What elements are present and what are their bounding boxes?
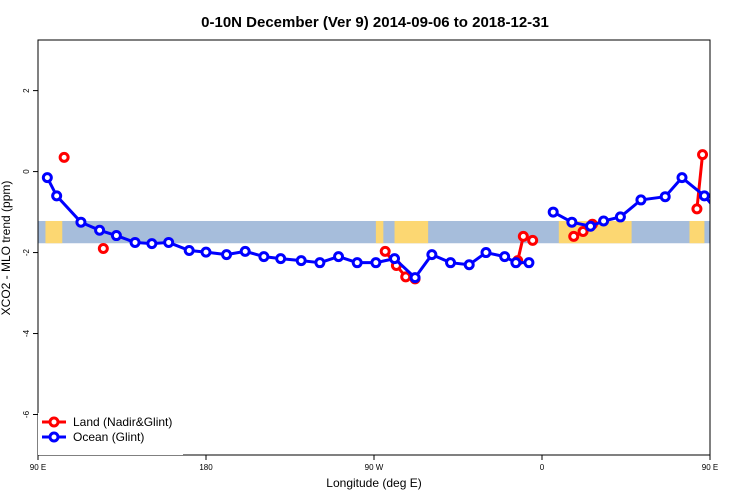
series-1-point-1-10 — [743, 226, 750, 234]
series-1-line-0 — [45, 176, 529, 280]
series-0-point-5-0 — [691, 203, 703, 215]
legend-marker-ocean — [48, 431, 60, 443]
x-tick-label-0: 90 E — [30, 463, 46, 472]
series-1-point-0-1 — [51, 190, 63, 202]
series-1-point-1-0 — [547, 206, 559, 218]
series-0-point-0-0 — [58, 151, 70, 163]
series-1-point-0-3 — [94, 224, 106, 236]
x-tick-label-3: 0 — [540, 463, 545, 472]
series-1-point-0-0 — [41, 172, 53, 184]
y-axis-ticks: 2 0 -2 -4 -6 — [22, 88, 38, 418]
series-1-point-0-8 — [183, 245, 195, 257]
series-0-line-5 — [695, 154, 705, 209]
series-0-point-4-0 — [568, 230, 580, 242]
map-band-land-4 — [689, 220, 705, 244]
legend-box — [38, 413, 183, 455]
map-band-land-0 — [45, 220, 63, 244]
series-0-point-4-1 — [577, 226, 589, 238]
series-1-point-0-13 — [275, 253, 287, 265]
series-1-point-1-6 — [659, 191, 671, 203]
legend-label-land: Land (Nadir&Glint) — [73, 415, 172, 429]
series-0-point-1-0 — [97, 243, 109, 255]
series-1-point-0-12 — [258, 251, 270, 263]
series-0 — [58, 149, 748, 285]
legend-marker-land — [48, 416, 60, 428]
series-1-point-0-21 — [426, 249, 438, 261]
plot-frame — [37, 39, 711, 456]
series-1-point-0-10 — [221, 249, 233, 261]
x-tick-label-2: 90 W — [365, 463, 384, 472]
series-1-point-0-11 — [239, 245, 251, 257]
series-1-point-0-4 — [110, 230, 122, 242]
series-1-point-0-9 — [200, 246, 212, 258]
series-0-point-5-1 — [697, 149, 709, 161]
series-1-point-0-6 — [146, 238, 158, 250]
series-1-point-1-1 — [566, 216, 578, 228]
series-0-point-6-0 — [740, 153, 748, 161]
series-0-point-3-1 — [517, 230, 529, 242]
series-1-point-0-15 — [314, 257, 326, 269]
series-1-point-0-22 — [445, 257, 457, 269]
series-1-point-0-19 — [389, 253, 401, 265]
y-tick-label-0: 2 — [22, 88, 31, 93]
y-tick-label-2: -2 — [22, 248, 31, 256]
series-1-point-0-25 — [499, 251, 511, 263]
legend-item-land: Land (Nadir&Glint) — [42, 415, 172, 429]
series-1-point-1-9 — [723, 218, 731, 226]
series-1-point-0-26 — [510, 257, 522, 269]
series-1-point-0-24 — [480, 247, 492, 259]
series-layer — [41, 149, 750, 285]
map-band-land-1 — [375, 220, 384, 244]
y-axis-label: XCO2 - MLO trend (ppm) — [0, 181, 13, 316]
series-0-point-3-2 — [527, 234, 539, 246]
x-tick-label-1: 180 — [199, 463, 213, 472]
map-band-land-5 — [719, 221, 730, 243]
x-tick-label-4: 90 E — [702, 463, 718, 472]
y-tick-label-4: -6 — [22, 410, 31, 418]
series-1-point-1-2 — [585, 220, 597, 232]
series-0-point-2-0 — [379, 245, 391, 257]
series-1-point-0-14 — [295, 255, 307, 267]
y-tick-label-3: -4 — [22, 329, 31, 337]
y-tick-label-1: 0 — [22, 169, 31, 174]
series-1-point-0-5 — [129, 236, 141, 248]
series-1-point-0-20 — [409, 272, 421, 284]
series-1-point-1-7 — [676, 172, 688, 184]
series-1-point-1-4 — [614, 211, 626, 223]
legend-label-ocean: Ocean (Glint) — [73, 430, 144, 444]
legend: Land (Nadir&Glint) Ocean (Glint) — [38, 413, 183, 455]
series-1-point-1-8 — [698, 190, 710, 202]
legend-item-ocean: Ocean (Glint) — [42, 430, 144, 444]
series-1-point-0-27 — [523, 257, 535, 269]
series-1-point-1-5 — [635, 194, 647, 206]
series-1-point-0-16 — [333, 251, 345, 263]
series-1-point-0-23 — [463, 259, 475, 271]
map-band — [38, 220, 730, 244]
series-1-point-0-17 — [351, 257, 363, 269]
map-band-land-2 — [394, 220, 429, 244]
series-1-point-0-7 — [163, 236, 175, 248]
map-band-ocean — [38, 220, 710, 244]
series-0-point-2-2 — [400, 271, 412, 283]
series-1-point-1-3 — [598, 215, 610, 227]
series-1-point-0-2 — [75, 216, 87, 228]
series-1-point-0-18 — [370, 257, 382, 269]
chart-title: 0-10N December (Ver 9) 2014-09-06 to 201… — [201, 14, 549, 31]
series-1 — [41, 172, 750, 284]
x-axis-label: Longitude (deg E) — [326, 476, 421, 490]
